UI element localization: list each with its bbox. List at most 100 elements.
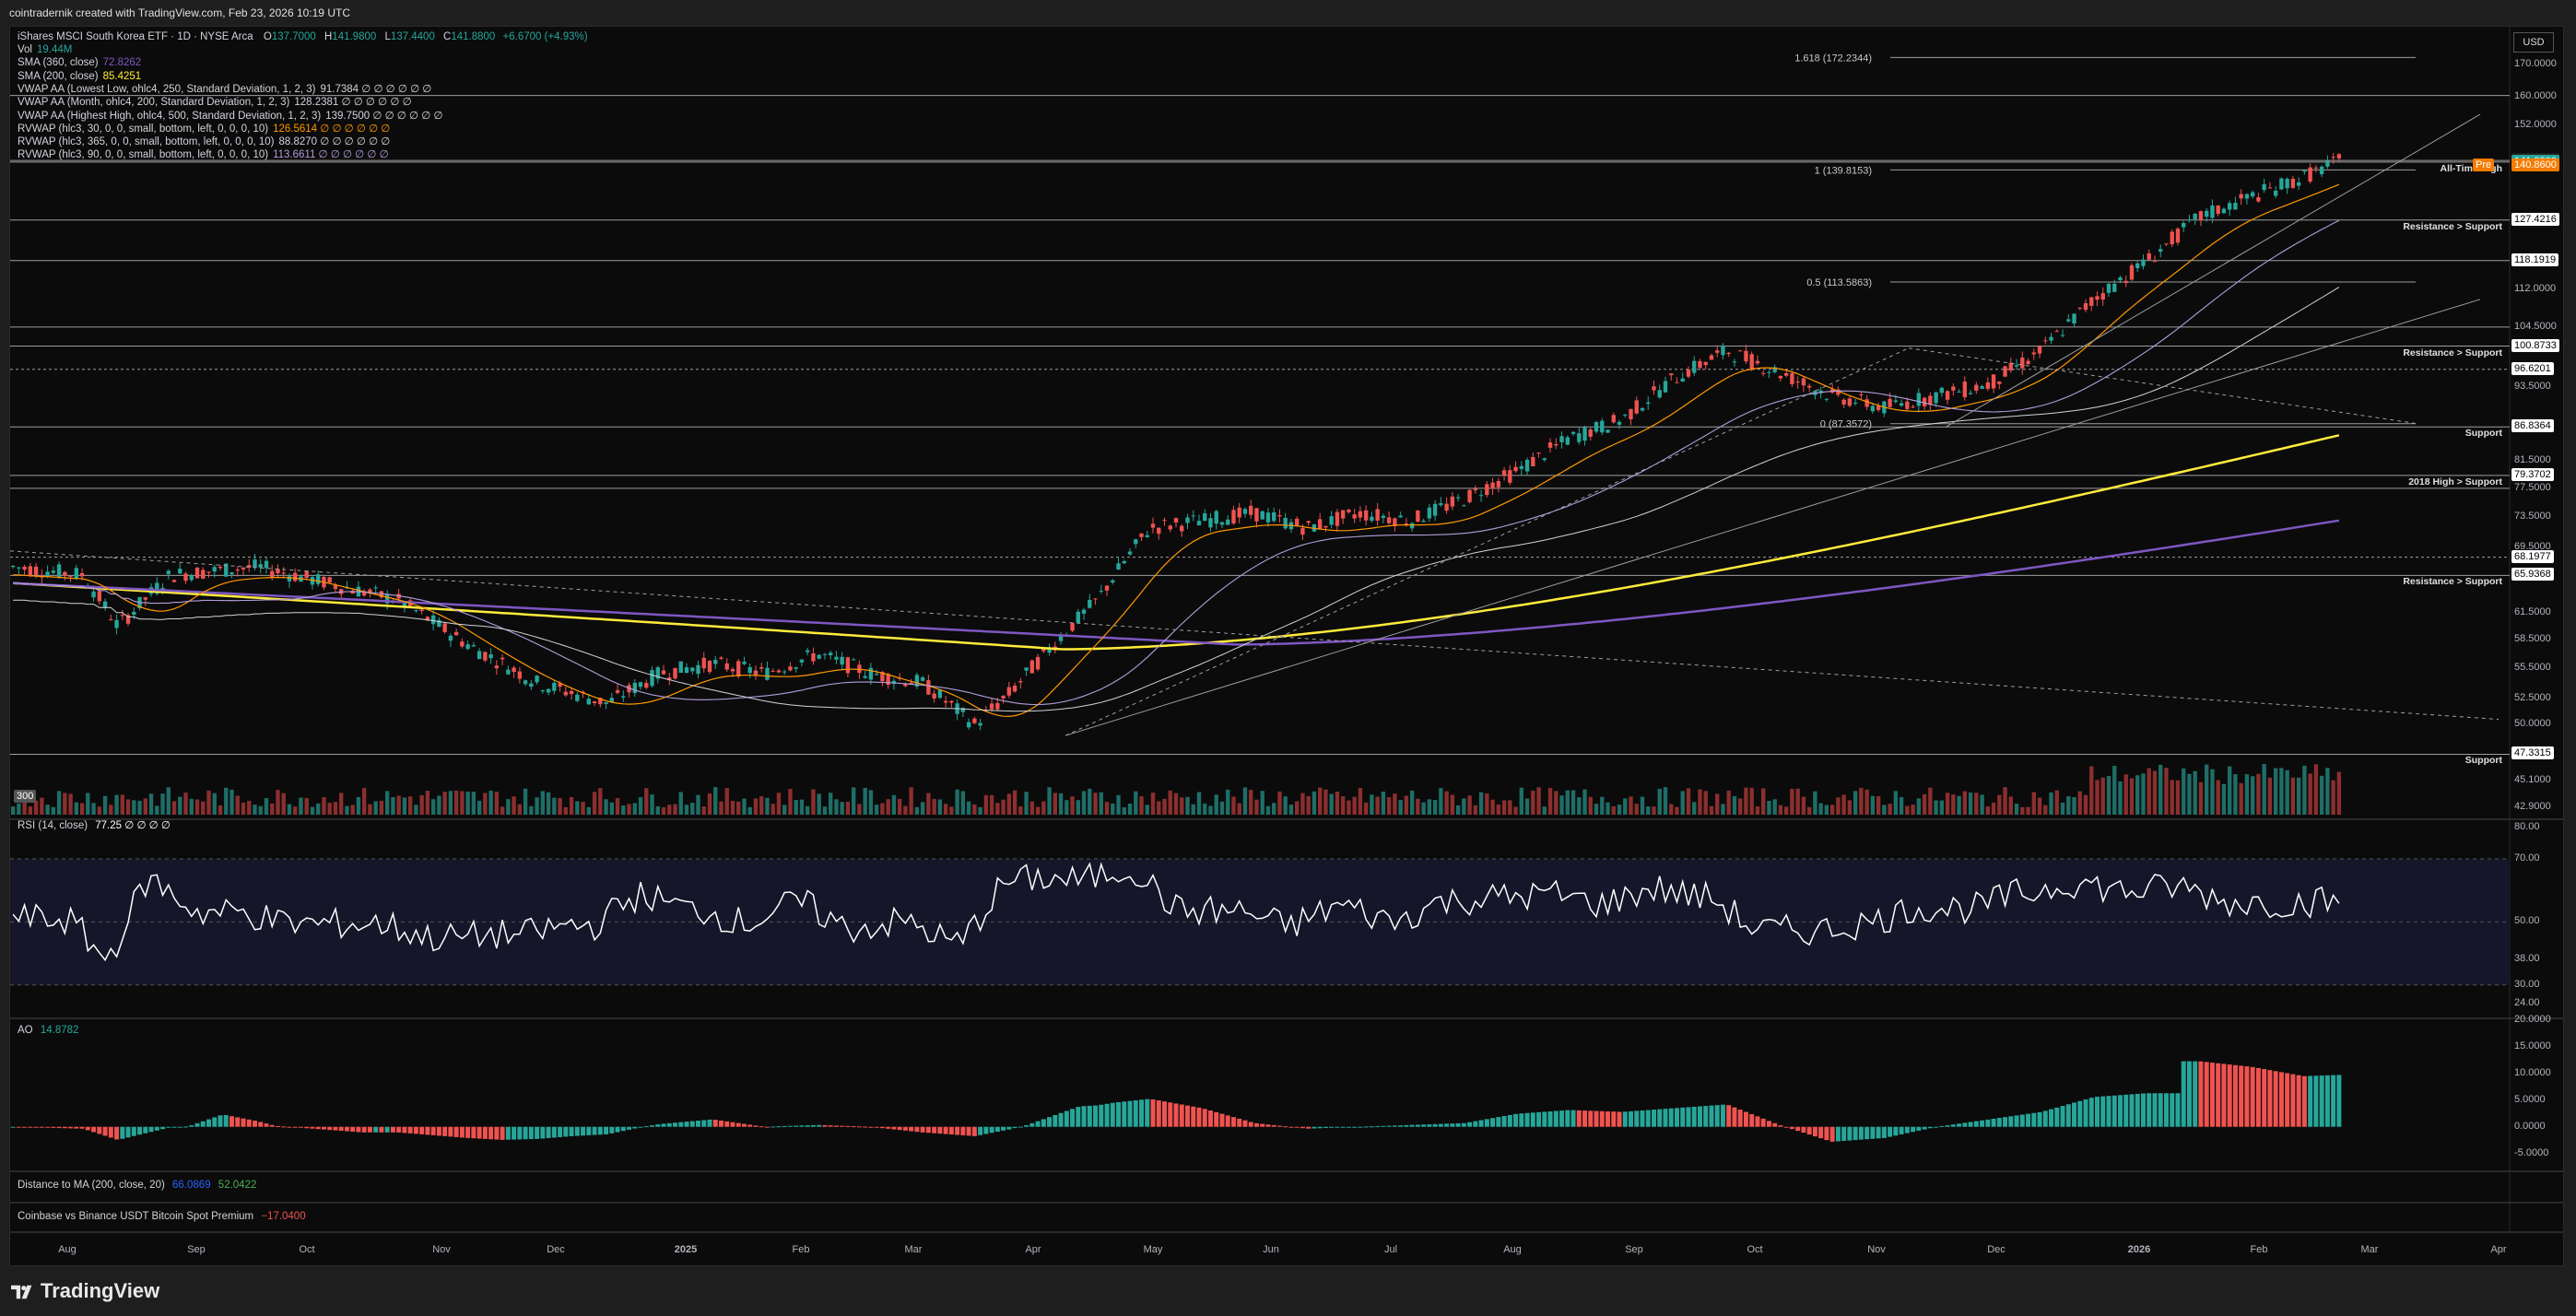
ao-bar (160, 1126, 166, 1130)
ao-bar (1950, 1124, 1956, 1127)
candle-body (218, 567, 223, 569)
ao-bar (131, 1126, 136, 1136)
candle-body (1081, 609, 1087, 614)
candle-body (1623, 414, 1628, 416)
volume-bar (1076, 800, 1080, 815)
ao-bar (494, 1126, 500, 1140)
volume-bar (1081, 791, 1087, 815)
candle-body (2279, 178, 2284, 190)
ao-bar (1709, 1105, 1714, 1127)
price-axis-label: 52.5000 (2514, 691, 2551, 703)
ao-bar (1565, 1110, 1570, 1127)
ao-bar (1398, 1125, 1404, 1127)
volume-bar (517, 804, 523, 815)
legend-row[interactable]: RVWAP (hlc3, 90, 0, 0, small, bottom, le… (18, 148, 389, 161)
candle-body (972, 718, 977, 723)
volume-bar (880, 803, 885, 815)
volume-bar (1692, 802, 1697, 815)
ao-bar (85, 1126, 90, 1131)
volume-bar (1945, 793, 1950, 815)
ao-bar (856, 1126, 862, 1128)
candle-body (1686, 370, 1691, 377)
ao-bar (1404, 1124, 1409, 1127)
price-tag[interactable]: 140.8600 (2511, 159, 2559, 172)
legend-row[interactable]: VWAP AA (Lowest Low, ohlc4, 250, Standar… (18, 83, 431, 96)
ao-bar (2037, 1111, 2042, 1127)
volume-bar (1870, 795, 1876, 815)
candle-body (960, 708, 966, 712)
volume-bar (1070, 796, 1075, 815)
volume-bar (2089, 766, 2094, 815)
volume-bar (160, 793, 165, 815)
currency-button[interactable]: USD (2513, 32, 2554, 53)
ao-bar (971, 1126, 977, 1136)
candle-body (22, 566, 27, 570)
ao-bar (246, 1119, 252, 1127)
ao-bar (45, 1126, 51, 1128)
volume-bar (1882, 805, 1887, 815)
ao-bar (1542, 1111, 1547, 1127)
ao-bar (2072, 1102, 2077, 1127)
ao-bar (453, 1126, 459, 1137)
volume-bar (1254, 799, 1259, 815)
candle-body (1519, 465, 1524, 469)
legend-row[interactable]: SMA (360, close) 72.8262 (18, 56, 141, 69)
candle-body (667, 677, 672, 680)
chart-canvas[interactable]: 1.618 (172.2344) 1 (139.8153) 0.5 (113.586… (10, 27, 2564, 1266)
level-label: Resistance > Support (2403, 576, 2502, 588)
premium-value: −17.0400 (261, 1211, 306, 1222)
volume-bar (2164, 768, 2169, 815)
candle-body (604, 702, 608, 704)
candle-body (655, 667, 660, 679)
volume-bar (1755, 806, 1760, 815)
ao-legend[interactable]: AO 14.8782 (18, 1024, 78, 1037)
candle-body (102, 601, 108, 608)
ao-bar (643, 1126, 649, 1128)
ao-bar (1818, 1126, 1824, 1139)
legend-row[interactable]: Vol 19.44M (18, 43, 72, 56)
candle-body (2129, 264, 2135, 280)
volume-bar (1864, 789, 1869, 815)
legend-row[interactable]: VWAP AA (Month, ohlc4, 200, Standard Dev… (18, 96, 412, 109)
volume-bar (1404, 795, 1409, 815)
legend-row[interactable]: SMA (200, close) 85.4251 (18, 70, 141, 83)
volume-bar (74, 802, 79, 815)
volume-bar (1646, 806, 1651, 815)
volume-bar (442, 792, 447, 815)
ohlc-open: 137.7000 (271, 31, 316, 42)
ao-bar (2077, 1100, 2083, 1127)
ao-bar (799, 1125, 805, 1127)
volume-bar (465, 792, 470, 815)
distance-ma-legend[interactable]: Distance to MA (200, close, 20) 66.0869 … (18, 1179, 256, 1192)
chart-panel[interactable]: 1.618 (172.2344) 1 (139.8153) 0.5 (113.586… (9, 26, 2564, 1266)
volume-bar (575, 801, 580, 815)
candle-body (1847, 398, 1853, 406)
ao-bar (436, 1126, 441, 1136)
candle-body (1634, 400, 1639, 414)
candle-body (1076, 611, 1080, 623)
candle-body (2256, 197, 2261, 202)
legend-row[interactable]: VWAP AA (Highest High, ohlc4, 500, Stand… (18, 110, 442, 123)
ao-bar (177, 1126, 182, 1128)
volume-bar (1536, 787, 1541, 815)
rsi-legend[interactable]: RSI (14, close) 77.25 ∅ ∅ ∅ ∅ (18, 819, 171, 832)
volume-bar (540, 791, 546, 815)
volume-bar (229, 789, 234, 815)
legend-row[interactable]: RVWAP (hlc3, 30, 0, 0, small, bottom, le… (18, 123, 390, 135)
premium-legend[interactable]: Coinbase vs Binance USDT Bitcoin Spot Pr… (18, 1210, 306, 1223)
symbol-legend[interactable]: iShares MSCI South Korea ETF · 1D · NYSE… (18, 30, 588, 43)
ao-bar (2111, 1095, 2117, 1127)
tradingview-logo[interactable]: TradingView (11, 1279, 159, 1303)
ao-bar (759, 1126, 764, 1128)
volume-bar (2290, 777, 2296, 815)
candle-body (247, 565, 252, 568)
ohlc-change: +6.6700 (+4.93%) (502, 31, 588, 42)
volume-bar (1041, 801, 1046, 815)
legend-row[interactable]: RVWAP (hlc3, 365, 0, 0, small, bottom, l… (18, 135, 390, 148)
candle-body (1254, 508, 1259, 522)
candle-body (1145, 535, 1149, 537)
ao-bar (1099, 1104, 1104, 1127)
candle-body (690, 667, 695, 672)
ao-bar (2135, 1093, 2140, 1127)
candle-body (1594, 422, 1599, 432)
